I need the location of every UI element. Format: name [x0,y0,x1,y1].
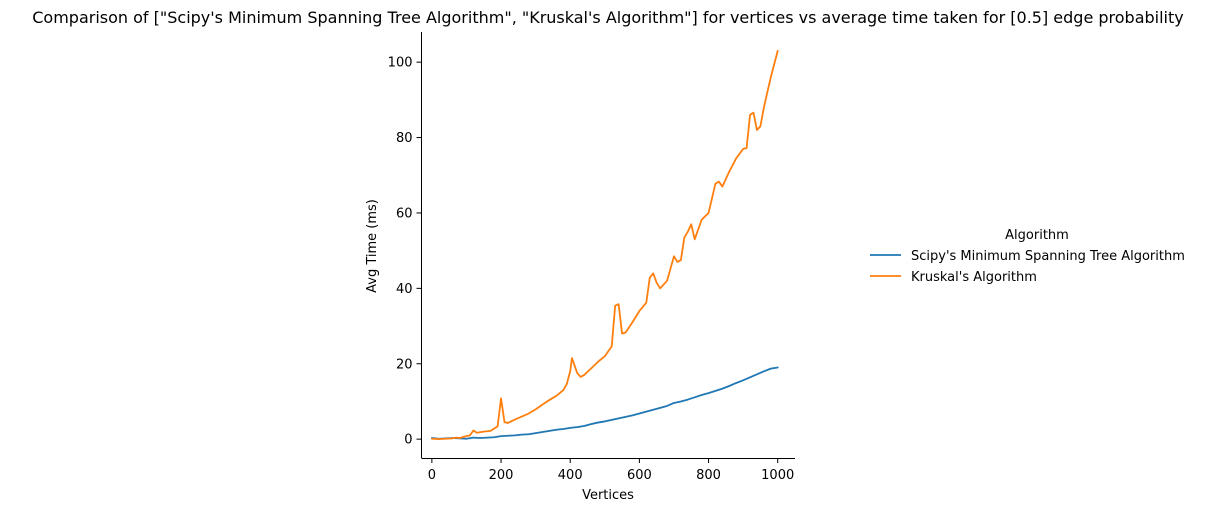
legend: Algorithm Scipy's Minimum Spanning Tree … [870,228,1185,285]
x-tick-label: 200 [489,468,514,483]
x-tick-label: 1000 [761,468,794,483]
y-ticks: 0 20 40 60 80 100 [388,56,422,448]
legend-label-1: Kruskal's Algorithm [911,270,1037,285]
y-axis-label: Avg Time (ms) [365,199,380,293]
y-tick-label: 20 [396,357,413,372]
legend-label-0: Scipy's Minimum Spanning Tree Algorithm [911,249,1185,264]
y-tick-label: 100 [388,56,413,71]
x-tick-label: 600 [627,468,652,483]
y-tick-label: 0 [404,433,412,448]
x-ticks: 0 200 400 600 800 1000 [428,458,794,483]
y-tick-label: 40 [396,282,413,297]
chart-title: Comparison of ["Scipy's Minimum Spanning… [32,8,1183,27]
legend-title: Algorithm [1005,228,1069,243]
series-line-0 [430,366,779,440]
series-line-1 [430,49,779,441]
y-tick-label: 80 [396,131,413,146]
x-tick-label: 400 [558,468,583,483]
x-tick-label: 0 [428,468,436,483]
plot-area [430,49,779,441]
y-tick-label: 60 [396,206,413,221]
x-axis-label: Vertices [582,488,634,503]
x-tick-label: 800 [696,468,721,483]
